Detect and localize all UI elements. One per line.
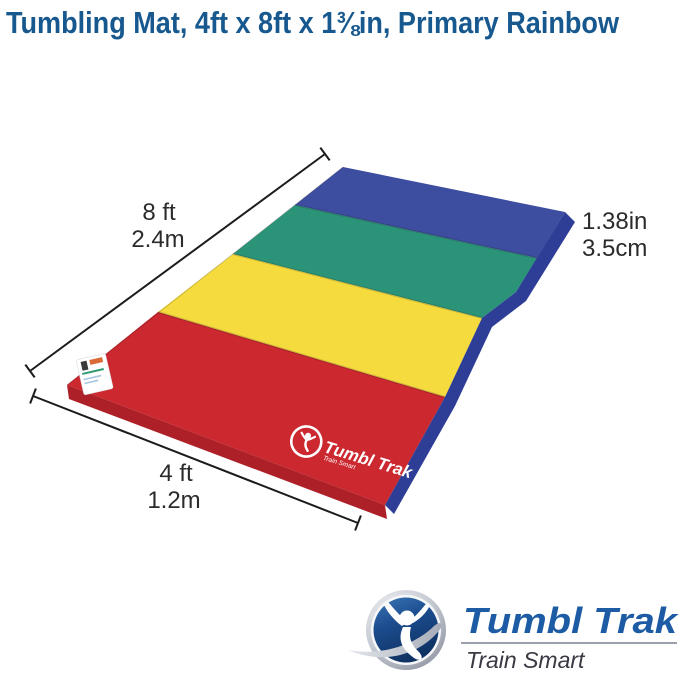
thickness-imperial-label: 1.38in (582, 208, 647, 235)
fold-seam (294, 204, 538, 259)
emblem-figure-left-arm (383, 601, 408, 626)
footer-brand-text: Tumbl Trak (463, 600, 679, 641)
mat-panel-blue (295, 167, 565, 258)
mat-logo-circle-icon (289, 425, 323, 458)
tumbling-mat: Tumbl Trak Train Smart (66, 166, 575, 519)
mat-side-right (385, 212, 575, 514)
emblem-swoosh (348, 623, 442, 658)
length-imperial-label: 8 ft (142, 199, 176, 226)
emblem-figure-body (400, 627, 422, 660)
mat-left-edge (66, 166, 344, 386)
care-label-tag (76, 353, 114, 395)
care-label-orange-bar (89, 357, 104, 365)
width-imperial-label: 4 ft (159, 460, 193, 487)
dimension-line-width (29, 388, 362, 531)
thickness-metric-label: 3.5cm (582, 235, 647, 262)
dimension-line-length (24, 147, 331, 378)
length-metric-label: 2.4m (131, 226, 184, 253)
footer-brand-logo: Tumbl Trak Train Smart (348, 590, 679, 673)
mat-panel-yellow (158, 254, 482, 397)
page-title: Tumbling Mat, 4ft x 8ft x 1⅜in, Primary … (6, 5, 620, 40)
mat-logo-figure-icon (305, 432, 312, 439)
care-label-glyph (80, 360, 89, 371)
mat-panel-red (67, 312, 445, 505)
fold-seam (157, 311, 446, 398)
mat-panel-green (233, 205, 537, 318)
fold-seam (232, 253, 483, 319)
width-metric-label: 1.2m (147, 487, 200, 514)
brand-emblem-icon (348, 590, 446, 670)
emblem-figure-right-arm (410, 603, 430, 623)
mat-side-front (67, 385, 387, 519)
footer-tagline-text: Train Smart (466, 647, 586, 673)
